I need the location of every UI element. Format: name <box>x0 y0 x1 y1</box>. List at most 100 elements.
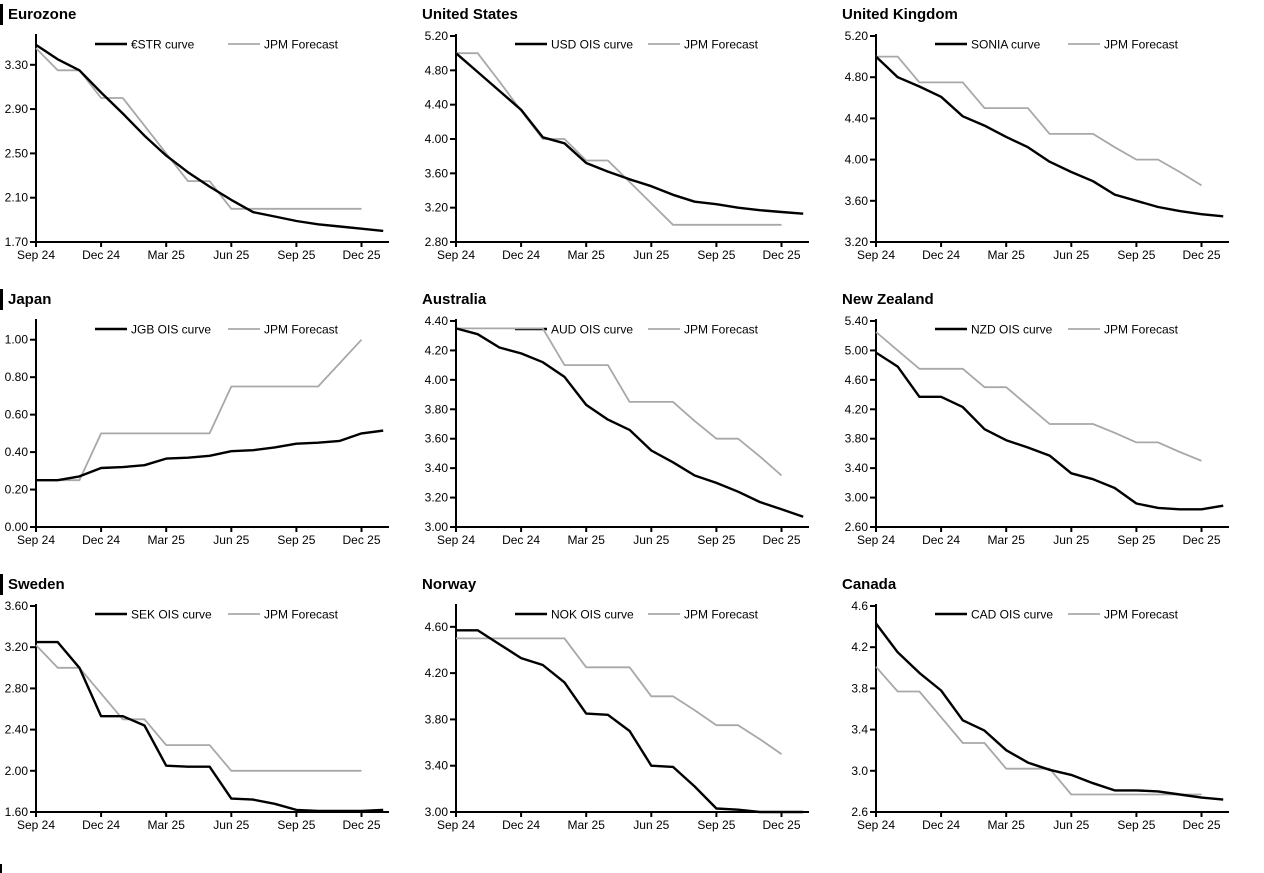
legend-label-market-curve: SONIA curve <box>971 38 1041 52</box>
y-tick-label: 5.00 <box>845 343 869 357</box>
y-tick-label: 4.6 <box>851 599 868 613</box>
chart-plot: NZD OIS curve JPM Forecast 2.60 3.00 3.40 3.8… <box>845 314 1229 547</box>
y-tick-label: 4.00 <box>425 132 449 146</box>
chart-title: Canada <box>842 575 897 593</box>
y-tick-label: 4.40 <box>845 111 869 125</box>
legend: NZD OIS curve JPM Forecast <box>935 323 1179 337</box>
series-line-forecast <box>36 339 363 482</box>
chart-plot: AUD OIS curve JPM Forecast 3.00 3.20 3.40 3.6… <box>425 314 809 547</box>
series-line-forecast <box>876 55 1202 187</box>
series-line-forecast <box>875 666 1202 796</box>
legend-label-market-curve: AUD OIS curve <box>551 323 633 337</box>
series-line-forecast <box>35 47 362 210</box>
chart-cell-sweden: Sweden SEK OIS curve JPM Forecast 1.60 2.00… <box>0 570 420 873</box>
y-tick-label: 0.20 <box>5 483 29 497</box>
x-tick-label: Mar 25 <box>568 818 606 832</box>
x-tick-label: Dec 24 <box>82 533 120 547</box>
y-tick-label: 3.40 <box>425 461 449 475</box>
y-tick-label: 3.80 <box>425 402 449 416</box>
x-tick-label: Dec 24 <box>922 248 960 262</box>
y-tick-label: 2.10 <box>5 191 29 205</box>
legend: NOK OIS curve JPM Forecast <box>515 608 759 622</box>
section-marker-bar <box>0 3 3 25</box>
series-line-market-curve <box>455 52 804 215</box>
chart-cell-australia: Australia AUD OIS curve JPM Forecast 3.00 3… <box>420 285 840 570</box>
x-tick-label: Sep 25 <box>697 818 735 832</box>
chart-cell-norway: Norway NOK OIS curve JPM Forecast 3.00 3.40… <box>420 570 840 873</box>
x-tick-label: Sep 25 <box>1117 248 1155 262</box>
y-tick-label: 2.6 <box>851 805 868 819</box>
x-tick-label: Jun 25 <box>633 533 669 547</box>
chart-plot: €STR curve JPM Forecast 1.70 2.10 2.50 2.90 3.… <box>5 34 389 262</box>
y-tick-label: 4.40 <box>425 98 449 112</box>
x-tick-label: Dec 25 <box>1182 533 1220 547</box>
series-line-market-curve <box>36 429 384 482</box>
legend: SONIA curve JPM Forecast <box>935 38 1179 52</box>
y-tick-label: 3.00 <box>425 805 449 819</box>
legend-label-market-curve: €STR curve <box>131 38 195 52</box>
x-tick-label: Sep 25 <box>277 533 315 547</box>
legend-label-market-curve: NOK OIS curve <box>551 608 634 622</box>
y-tick-label: 3.60 <box>5 599 29 613</box>
x-tick-label: Dec 25 <box>342 248 380 262</box>
chart-title-row: United Kingdom <box>840 3 1264 25</box>
x-tick-label: Dec 25 <box>1182 818 1220 832</box>
x-tick-label: Sep 24 <box>437 818 475 832</box>
y-tick-label: 2.50 <box>5 146 29 160</box>
x-tick-label: Jun 25 <box>1053 818 1089 832</box>
y-tick-label: 4.60 <box>425 620 449 634</box>
x-tick-label: Jun 25 <box>213 818 249 832</box>
y-tick-label: 2.60 <box>845 520 869 534</box>
x-tick-label: Sep 25 <box>697 533 735 547</box>
y-tick-label: 1.60 <box>5 805 29 819</box>
chart-cell-canada: Canada CAD OIS curve JPM Forecast 2.6 3.0 3.… <box>840 570 1264 873</box>
series-line-forecast <box>35 644 362 772</box>
x-tick-label: Sep 24 <box>437 248 475 262</box>
x-tick-label: Dec 24 <box>922 533 960 547</box>
section-marker-partial <box>0 864 2 873</box>
x-tick-label: Dec 24 <box>502 533 540 547</box>
chart-title: United Kingdom <box>842 5 958 23</box>
y-tick-label: 4.60 <box>845 373 869 387</box>
x-tick-label: Mar 25 <box>568 248 606 262</box>
x-tick-label: Sep 24 <box>17 533 55 547</box>
legend-label-forecast: JPM Forecast <box>1104 38 1179 52</box>
series-line-forecast <box>456 52 782 226</box>
chart-title-row: New Zealand <box>840 288 1264 310</box>
legend: USD OIS curve JPM Forecast <box>515 38 759 52</box>
x-tick-label: Sep 25 <box>277 248 315 262</box>
chart-plot: USD OIS curve JPM Forecast 2.80 3.20 3.60 4.0… <box>425 29 809 262</box>
legend: CAD OIS curve JPM Forecast <box>935 608 1179 622</box>
y-tick-label: 5.40 <box>845 314 869 328</box>
legend-label-forecast: JPM Forecast <box>264 608 339 622</box>
y-tick-label: 3.20 <box>845 235 869 249</box>
series-line-market-curve <box>455 327 804 518</box>
x-tick-label: Sep 24 <box>857 248 895 262</box>
y-tick-label: 2.40 <box>5 723 29 737</box>
x-tick-label: Dec 24 <box>502 818 540 832</box>
x-tick-label: Dec 25 <box>762 818 800 832</box>
chart-cell-united-states: United States USD OIS curve JPM Forecast 2… <box>420 0 840 285</box>
y-tick-label: 0.60 <box>5 408 29 422</box>
chart-title-row: Canada <box>840 573 1264 595</box>
legend-label-market-curve: JGB OIS curve <box>131 323 211 337</box>
chart-title: Norway <box>422 575 477 593</box>
chart-title: Australia <box>422 290 487 308</box>
y-tick-label: 3.60 <box>845 194 869 208</box>
legend: SEK OIS curve JPM Forecast <box>95 608 339 622</box>
x-tick-label: Sep 25 <box>1117 818 1155 832</box>
chart-title-row: United States <box>420 3 840 25</box>
legend-label-market-curve: SEK OIS curve <box>131 608 212 622</box>
series-line-market-curve <box>35 43 384 233</box>
y-tick-label: 3.80 <box>425 712 449 726</box>
y-tick-label: 5.20 <box>425 29 449 43</box>
x-tick-label: Dec 24 <box>82 248 120 262</box>
y-tick-label: 4.20 <box>425 666 449 680</box>
x-tick-label: Dec 25 <box>342 818 380 832</box>
y-tick-label: 3.4 <box>851 723 868 737</box>
chart-title-row: Eurozone <box>0 3 420 25</box>
y-tick-label: 0.40 <box>5 445 29 459</box>
y-tick-label: 4.00 <box>845 153 869 167</box>
x-tick-label: Mar 25 <box>988 248 1026 262</box>
